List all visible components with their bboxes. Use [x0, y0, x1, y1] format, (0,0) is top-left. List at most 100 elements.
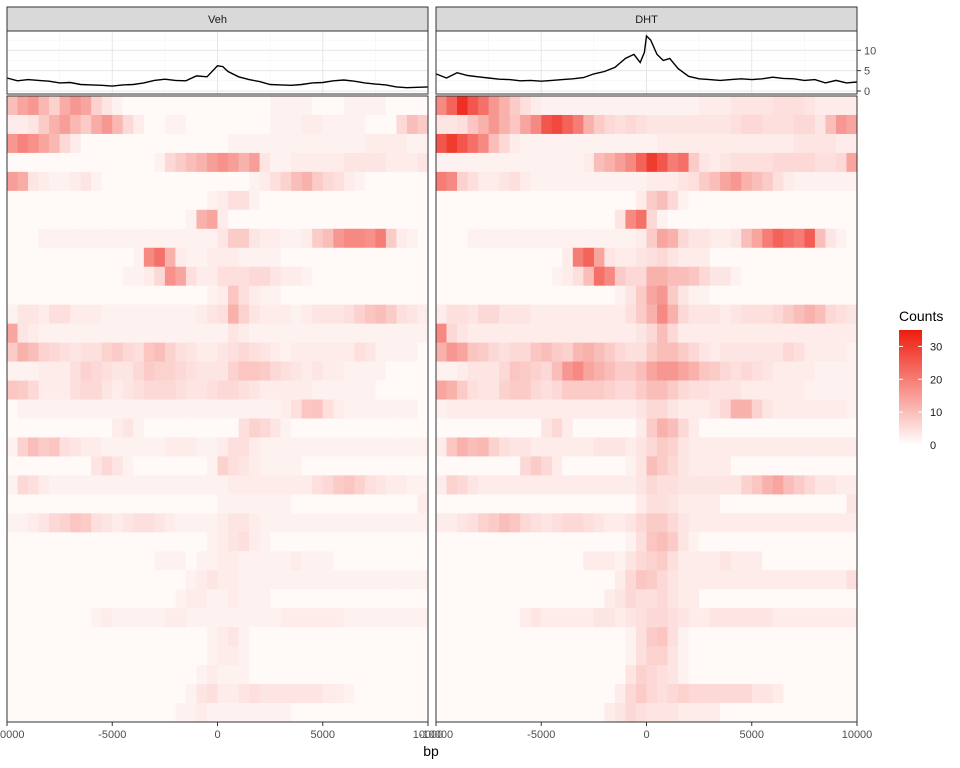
heatmap-cell [499, 494, 511, 514]
heatmap-cell [228, 171, 239, 192]
heatmap-cell [709, 494, 721, 514]
heatmap-cell [322, 171, 334, 192]
heatmap-cell [772, 96, 784, 116]
heatmap-cell [751, 361, 763, 381]
heatmap-cell [385, 361, 397, 381]
x-tick-label: 5000 [740, 729, 764, 741]
heatmap-cell [762, 361, 774, 381]
heatmap-cell [709, 342, 721, 362]
heatmap-cell [17, 418, 29, 438]
heatmap-cell [551, 171, 563, 192]
heatmap-cell [783, 608, 795, 628]
heatmap-cell [741, 96, 753, 116]
heatmap-cell [478, 475, 490, 495]
heatmap-cell [646, 361, 658, 381]
heatmap-cell [625, 114, 637, 135]
heatmap-cell [436, 171, 447, 192]
heatmap-cell [478, 551, 490, 571]
heatmap-cell [720, 418, 732, 438]
heatmap-cell [175, 551, 187, 571]
heatmap-cell [751, 589, 763, 609]
heatmap-cell [7, 551, 18, 571]
heatmap-cell [562, 608, 574, 628]
heatmap-cell [17, 304, 29, 325]
heatmap-cell [730, 475, 742, 495]
heatmap-cell [509, 589, 521, 609]
heatmap-cell [720, 96, 732, 116]
heatmap-cell [804, 285, 816, 306]
heatmap-cell [625, 456, 637, 476]
heatmap-cell [793, 608, 805, 628]
heatmap-cell [509, 475, 521, 495]
heatmap-cell [762, 437, 774, 457]
heatmap-cell [206, 209, 218, 230]
heatmap-cell [762, 323, 774, 344]
heatmap-cell [385, 589, 397, 609]
heatmap-cell [593, 665, 605, 685]
heatmap-cell [406, 285, 418, 306]
heatmap-cell [164, 133, 176, 154]
heatmap-cell [217, 684, 229, 704]
heatmap-cell [604, 418, 616, 438]
heatmap-cell [604, 684, 616, 704]
heatmap-cell [375, 456, 387, 476]
heatmap-cell [835, 456, 847, 476]
heatmap-cell [804, 152, 816, 173]
heatmap-cell [625, 684, 637, 704]
heatmap-cell [541, 437, 553, 457]
heatmap-cell [846, 684, 858, 704]
heatmap-cell [301, 285, 313, 306]
heatmap-cell [488, 96, 500, 116]
heatmap-cell [467, 361, 479, 381]
heatmap-cell [730, 532, 742, 552]
heatmap-cell [280, 152, 292, 173]
heatmap-cell [238, 247, 250, 268]
heatmap-cell [835, 171, 847, 192]
heatmap-cell [301, 513, 313, 533]
heatmap-cell [343, 399, 355, 419]
heatmap-cell [259, 627, 271, 647]
heatmap-cell [7, 437, 18, 457]
x-tick-label: 5000 [311, 729, 335, 741]
heatmap-cell [133, 494, 145, 514]
heatmap-cell [509, 665, 521, 685]
heatmap-cell [38, 285, 50, 306]
heatmap-cell [49, 304, 61, 325]
heatmap-cell [488, 665, 500, 685]
heatmap-cell [457, 209, 468, 230]
heatmap-cell [825, 494, 837, 514]
heatmap-cell [59, 171, 71, 192]
heatmap-cell [772, 570, 784, 590]
heatmap-cell [122, 513, 134, 533]
heatmap-cell [249, 209, 261, 230]
heatmap-cell [741, 380, 753, 400]
heatmap-cell [249, 190, 261, 211]
heatmap-cell [280, 247, 292, 268]
heatmap-cell [604, 247, 616, 268]
heatmap-cell [625, 228, 637, 249]
heatmap-cell [446, 513, 458, 533]
heatmap-cell [133, 646, 145, 666]
heatmap-cell [164, 570, 176, 590]
heatmap-cell [270, 589, 282, 609]
heatmap-cell [291, 665, 303, 685]
heatmap-cell [112, 627, 124, 647]
heatmap-cell [762, 532, 774, 552]
heatmap-cell [217, 380, 229, 400]
heatmap-cell [520, 475, 532, 495]
heatmap-cell [614, 133, 626, 154]
heatmap-cell [312, 551, 324, 571]
heatmap-cell [385, 323, 397, 344]
heatmap-cell [385, 399, 397, 419]
heatmap-cell [91, 570, 103, 590]
heatmap-cell [417, 532, 429, 552]
heatmap-cell [7, 247, 18, 268]
heatmap-cell [520, 361, 532, 381]
heatmap-cell [699, 627, 711, 647]
heatmap-cell [238, 513, 250, 533]
heatmap-cell [364, 456, 376, 476]
heatmap-cell [217, 589, 229, 609]
heatmap-cell [333, 114, 345, 135]
heatmap-cell [38, 456, 50, 476]
heatmap-cell [530, 703, 542, 723]
